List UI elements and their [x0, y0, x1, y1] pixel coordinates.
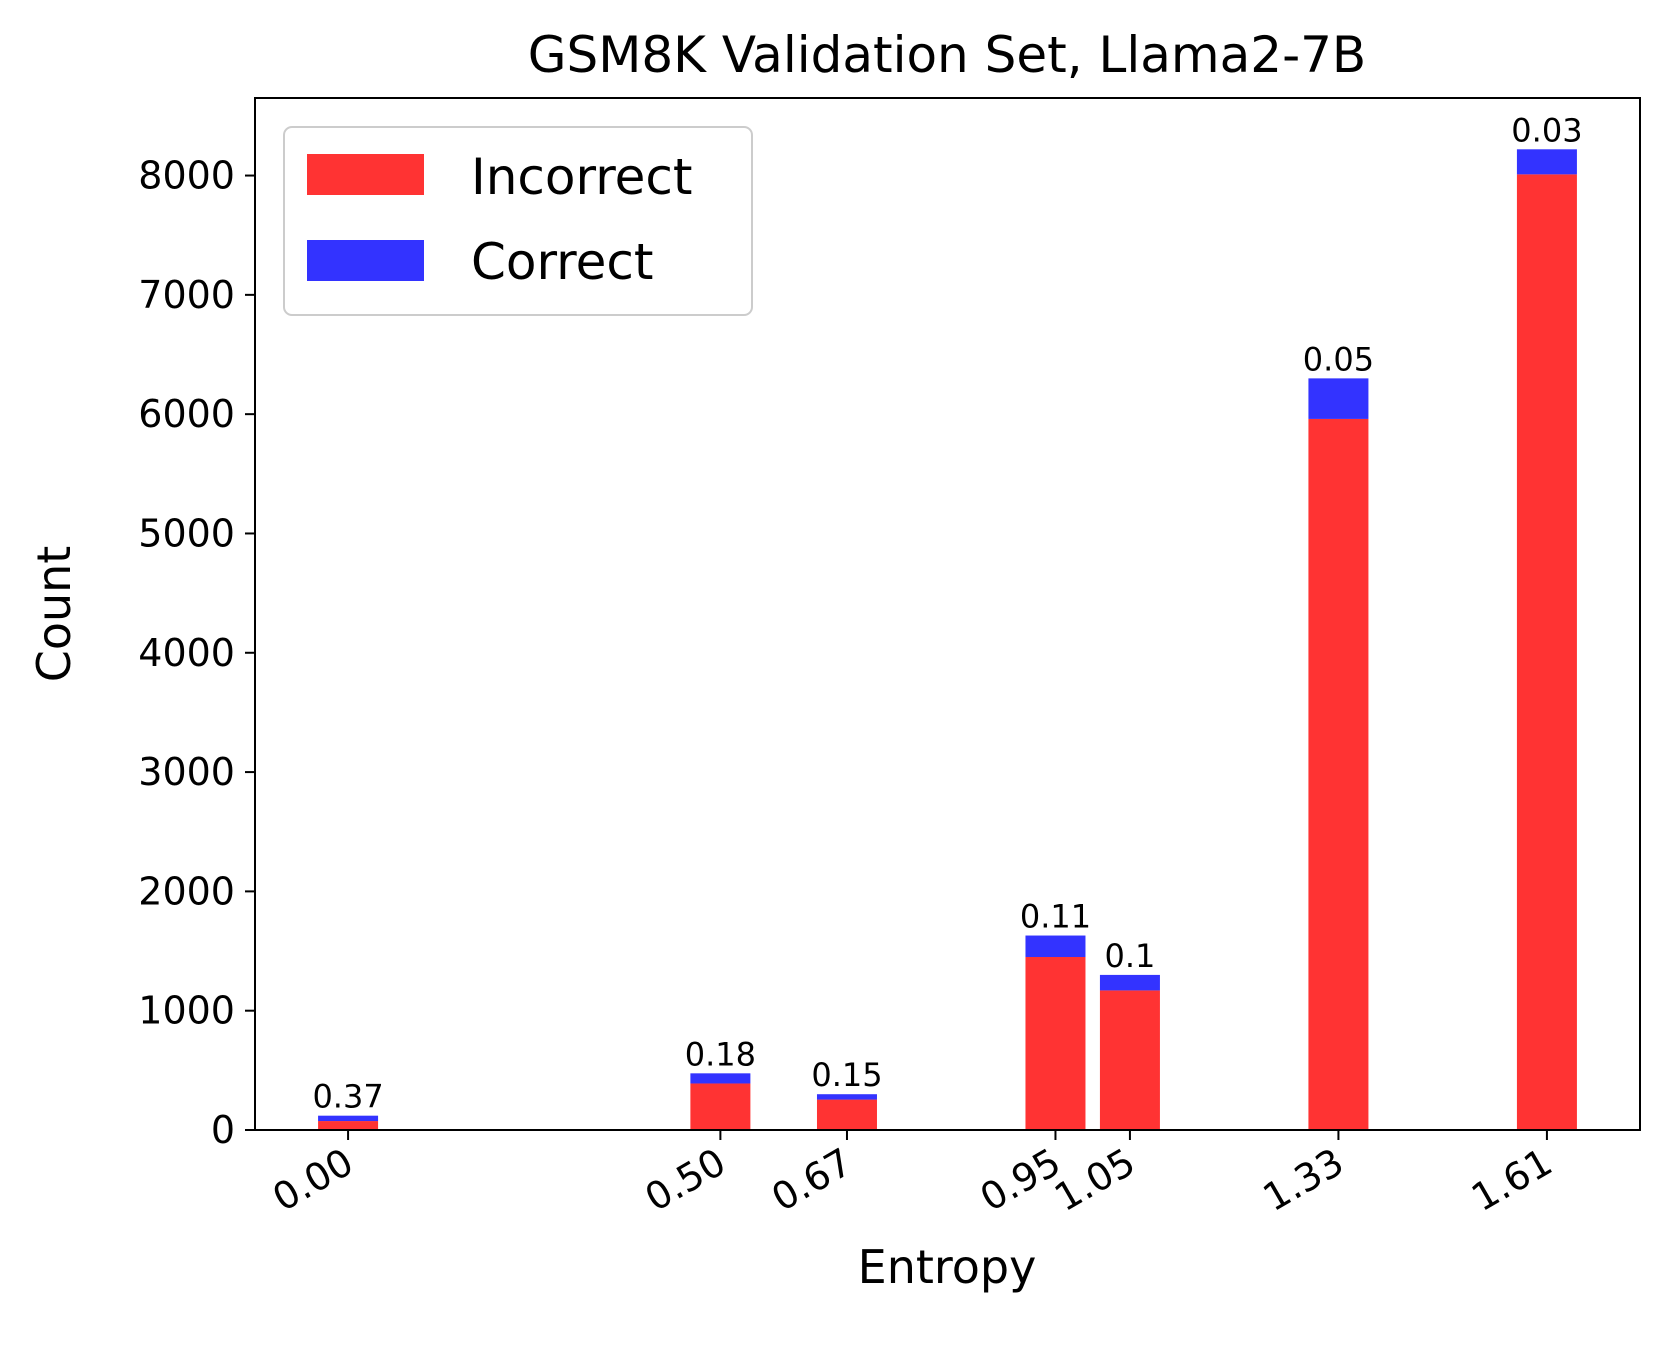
y-tick-label-4: 4000	[138, 631, 235, 675]
bar-correct-1	[690, 1073, 751, 1084]
y-axis: 0 1000 2000 3000 4000 5000 6000 7000 8000	[138, 154, 255, 1152]
legend-label-correct: Correct	[471, 233, 654, 291]
plot-frame	[254, 97, 1641, 1131]
y-tick-label-0: 0	[211, 1108, 235, 1152]
x-tick-label-0: 0.00	[265, 1140, 360, 1220]
bar-incorrect-6	[1516, 174, 1577, 1130]
data-label-6: 0.03	[1511, 111, 1582, 149]
bar-incorrect-0	[318, 1121, 379, 1130]
y-tick-label-2: 2000	[138, 869, 235, 913]
x-tick-label-4: 1.05	[1047, 1140, 1142, 1220]
legend-swatch-incorrect	[307, 154, 424, 195]
bar-correct-4	[1099, 974, 1160, 991]
x-axis-label: Entropy	[858, 1240, 1037, 1294]
y-tick-label-6: 6000	[138, 392, 235, 436]
bar-incorrect-4	[1099, 990, 1160, 1130]
y-tick-label-5: 5000	[138, 511, 235, 555]
bar-incorrect-1	[690, 1083, 751, 1130]
y-tick-label-8: 8000	[138, 154, 235, 198]
y-tick-label-3: 3000	[138, 750, 235, 794]
data-labels-layer: 0.37 0.18 0.15 0.11 0.1 0.05 0.03	[312, 111, 1582, 1115]
y-tick-label-7: 7000	[138, 273, 235, 317]
x-axis: 0.00 0.50 0.67 0.951.05 1.33 1.61	[265, 1130, 1559, 1220]
y-axis-label: Count	[27, 546, 81, 683]
x-tick-label-6: 1.61	[1464, 1140, 1559, 1220]
legend-label-incorrect: Incorrect	[471, 148, 693, 206]
bar-incorrect-5	[1308, 418, 1369, 1131]
chart-title: GSM8K Validation Set, Llama2-7B	[528, 26, 1367, 84]
data-label-4: 0.1	[1104, 937, 1155, 975]
bars-layer	[318, 149, 1577, 1131]
x-tick-label-2: 0.67	[764, 1140, 859, 1220]
y-tick-label-1: 1000	[138, 989, 235, 1033]
data-label-2: 0.15	[811, 1056, 882, 1094]
data-label-5: 0.05	[1303, 340, 1374, 378]
bar-incorrect-2	[816, 1099, 877, 1130]
bar-correct-2	[816, 1094, 877, 1100]
legend: Incorrect Correct	[283, 126, 753, 316]
data-label-3: 0.11	[1020, 898, 1091, 936]
legend-swatch-correct	[307, 240, 424, 281]
bar-correct-0	[318, 1115, 379, 1122]
data-label-1: 0.18	[685, 1035, 756, 1073]
data-label-0: 0.37	[312, 1078, 383, 1116]
x-tick-label-5: 1.33	[1256, 1140, 1351, 1220]
bar-correct-5	[1308, 378, 1369, 419]
bar-correct-3	[1025, 935, 1086, 958]
x-tick-label-1: 0.50	[638, 1140, 733, 1220]
bar-correct-6	[1516, 149, 1577, 175]
bar-incorrect-3	[1025, 957, 1086, 1130]
